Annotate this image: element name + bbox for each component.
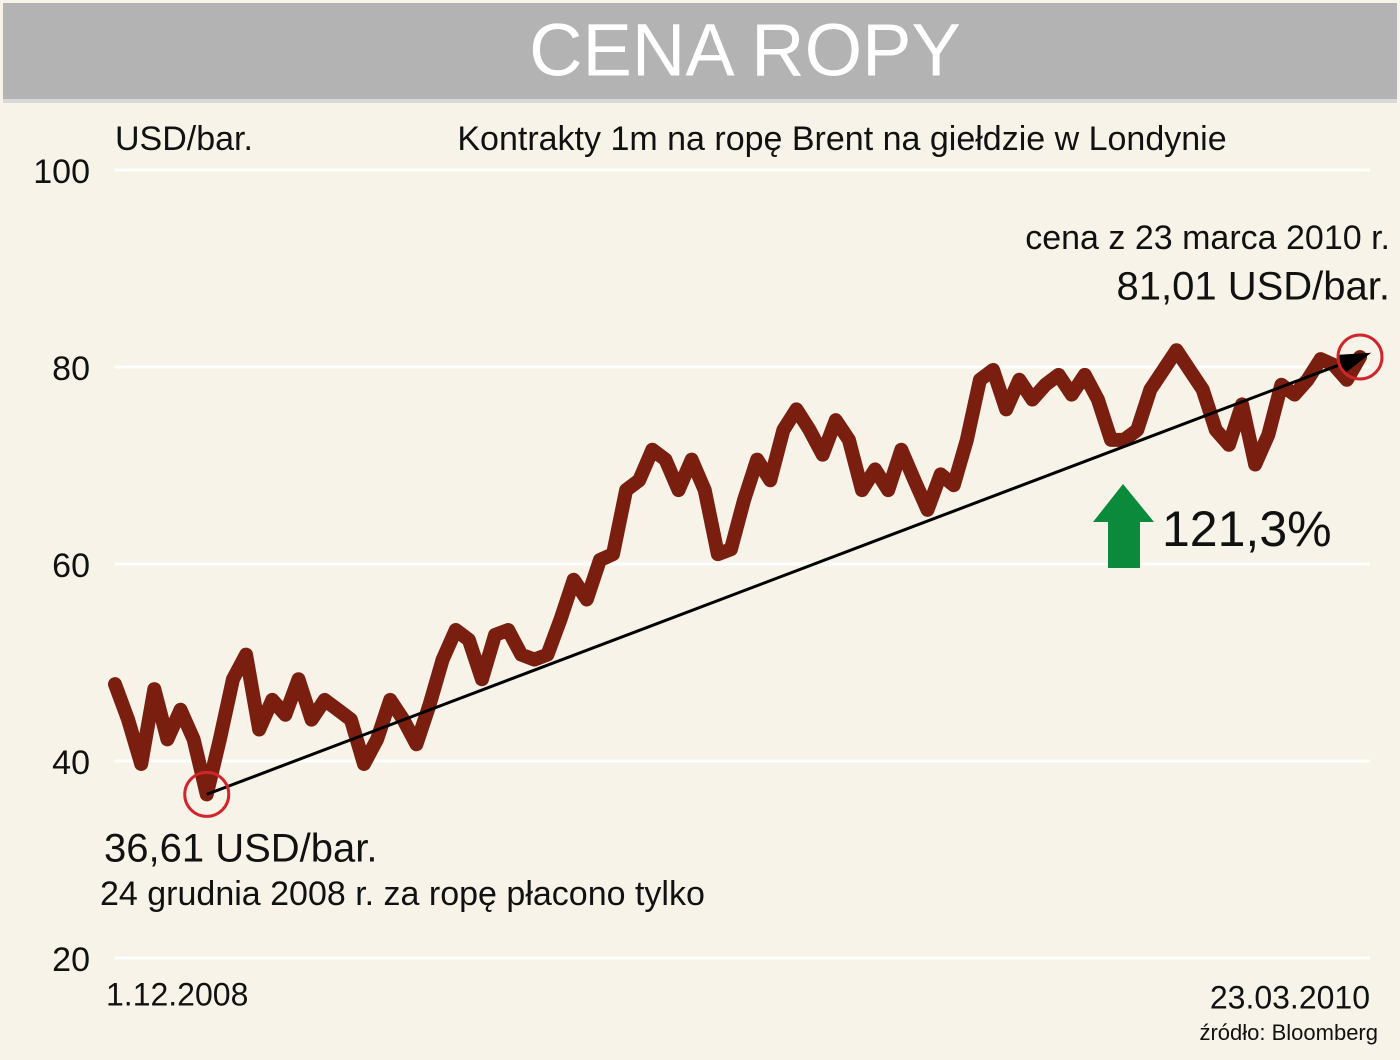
- y-tick-label: 80: [52, 350, 90, 388]
- highlight-circle: [1336, 333, 1384, 381]
- annotation: 121,3%: [1162, 501, 1332, 557]
- trend-line: [206, 361, 1346, 796]
- y-axis-label: USD/bar.: [115, 120, 253, 158]
- x-tick-label: 1.12.2008: [106, 976, 248, 1012]
- annotation: 24 grudnia 2008 r. za ropę płacono tylko: [100, 875, 705, 913]
- x-tick-label: 23.03.2010: [1210, 979, 1370, 1015]
- annotation: 36,61 USD/bar.: [104, 827, 378, 871]
- y-tick-label: 100: [33, 153, 90, 191]
- annotation: cena z 23 marca 2010 r.: [1025, 219, 1390, 257]
- chart-title: CENA ROPY: [529, 9, 961, 92]
- header-shadow: [3, 99, 1397, 103]
- header-band: [3, 3, 1397, 101]
- source: źródło: Bloomberg: [1199, 1020, 1378, 1045]
- highlight-circle: [183, 770, 231, 818]
- grid: 20 40 60 80 100 1.12.2008 23.03.2010: [33, 153, 1370, 1015]
- plot: [108, 333, 1384, 818]
- price-line: [108, 343, 1367, 802]
- y-tick-label: 20: [52, 941, 90, 979]
- y-tick-label: 40: [52, 744, 90, 782]
- annotation: 81,01 USD/bar.: [1117, 265, 1391, 309]
- subtitle: Kontrakty 1m na ropę Brent na giełdzie w…: [457, 120, 1226, 158]
- y-tick-label: 60: [52, 547, 90, 585]
- up-arrow: [1093, 484, 1154, 568]
- trend-arrowhead: [1337, 352, 1372, 374]
